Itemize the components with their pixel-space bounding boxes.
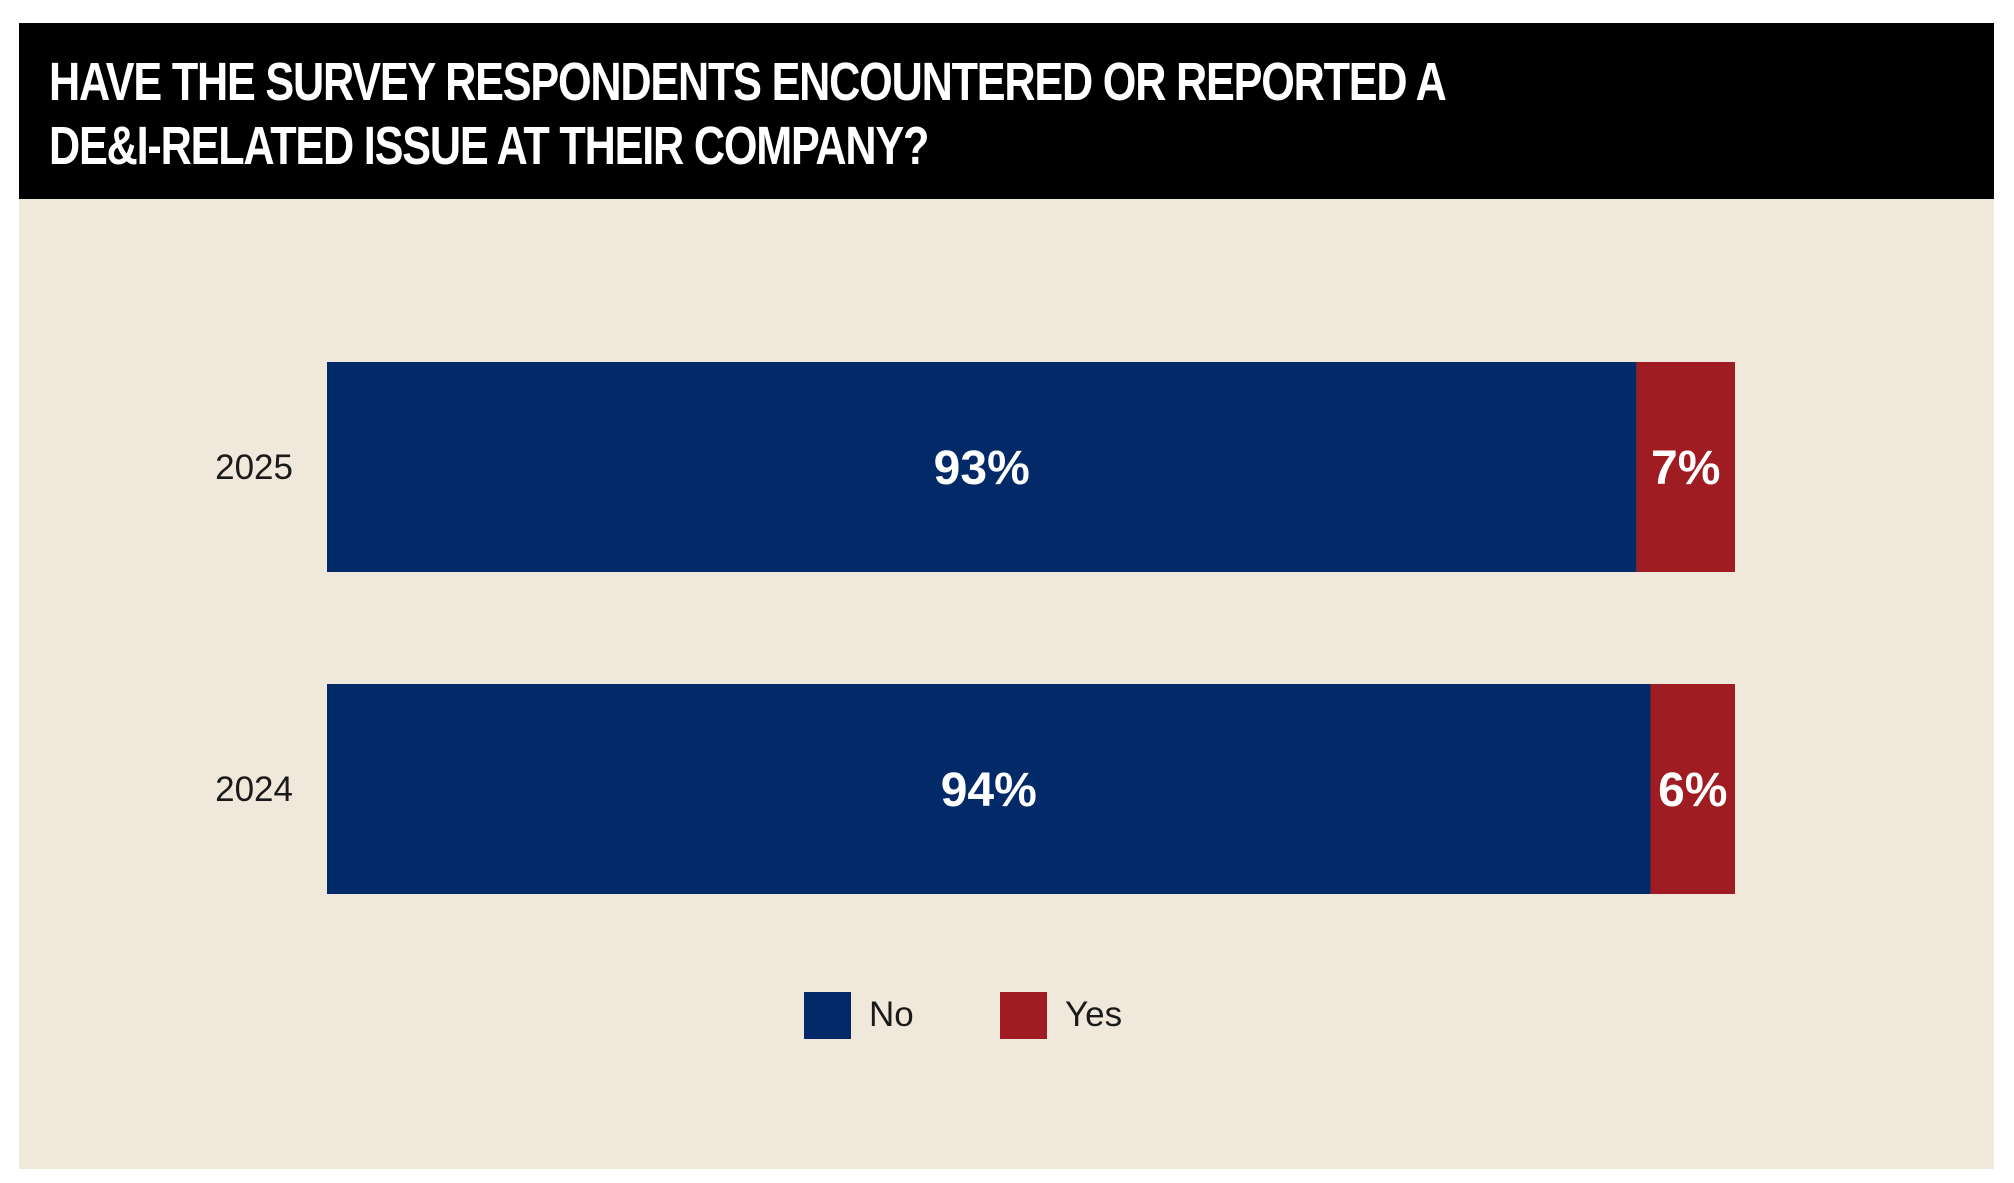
category-label-2024: 2024 <box>215 770 293 809</box>
data-label-no-2024: 94% <box>941 764 1037 817</box>
data-label-no-2025: 93% <box>934 442 1030 495</box>
data-label-yes-2024: 6% <box>1658 764 1727 817</box>
bar-no-2024 <box>327 684 1651 894</box>
legend-label-no: No <box>869 995 914 1034</box>
legend-item-yes: Yes <box>1000 991 1122 1039</box>
legend-label-yes: Yes <box>1065 995 1123 1034</box>
chart-title-line-2: DE&I-RELATED ISSUE AT THEIR COMPANY? <box>49 116 929 176</box>
legend-item-no: No <box>804 991 914 1039</box>
bar-no-2025 <box>327 362 1637 572</box>
chart-title-line-1: HAVE THE SURVEY RESPONDENTS ENCOUNTERED … <box>49 52 1447 112</box>
data-label-yes-2025: 7% <box>1651 442 1720 495</box>
chart-header: HAVE THE SURVEY RESPONDENTS ENCOUNTERED … <box>19 23 1994 199</box>
bar-yes-2025 <box>1636 362 1735 572</box>
chart-legend: No Yes <box>0 991 2014 1039</box>
bar-yes-2024 <box>1650 684 1735 894</box>
category-label-2025: 2025 <box>215 448 293 487</box>
legend-swatch-no <box>804 991 851 1039</box>
legend-swatch-yes <box>1000 991 1047 1039</box>
